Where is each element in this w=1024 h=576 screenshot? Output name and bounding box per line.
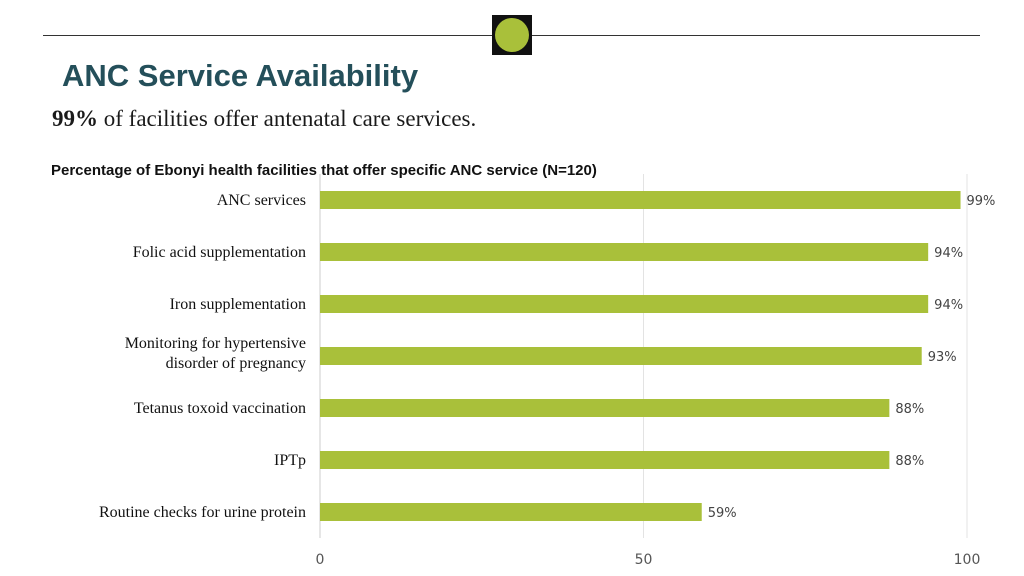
category-label: Monitoring for hypertensive disorder of p… [125, 335, 306, 372]
chart-title: Percentage of Ebonyi health facilities t… [51, 162, 597, 179]
category-label: ANC services [217, 192, 306, 209]
logo [492, 15, 532, 55]
logo-circle-icon [495, 18, 529, 52]
bar [320, 347, 922, 365]
value-label: 99% [967, 194, 996, 209]
bar [320, 451, 890, 469]
page-title: ANC Service Availability [62, 58, 419, 93]
value-label: 88% [895, 454, 924, 469]
category-label: IPTp [274, 452, 306, 469]
bar [320, 243, 929, 261]
value-label: 93% [928, 350, 957, 365]
value-label: 94% [934, 298, 963, 313]
x-tick-label: 50 [635, 552, 653, 568]
bar [320, 503, 702, 521]
subtitle-highlight: 99% [52, 106, 98, 131]
value-label: 59% [708, 506, 737, 521]
x-tick-label: 100 [954, 552, 981, 568]
page-subtitle: 99% of facilities offer antenatal care s… [52, 106, 476, 132]
category-label: Routine checks for urine protein [99, 504, 306, 521]
bar [320, 295, 929, 313]
subtitle-text: of facilities offer antenatal care servi… [98, 106, 477, 131]
category-label: Iron supplementation [170, 296, 306, 313]
category-label: Tetanus toxoid vaccination [134, 400, 306, 417]
x-tick-label: 0 [316, 552, 325, 568]
category-label: Folic acid supplementation [133, 244, 306, 261]
bar [320, 399, 890, 417]
value-label: 94% [934, 246, 963, 261]
value-label: 88% [895, 402, 924, 417]
bar [320, 191, 961, 209]
